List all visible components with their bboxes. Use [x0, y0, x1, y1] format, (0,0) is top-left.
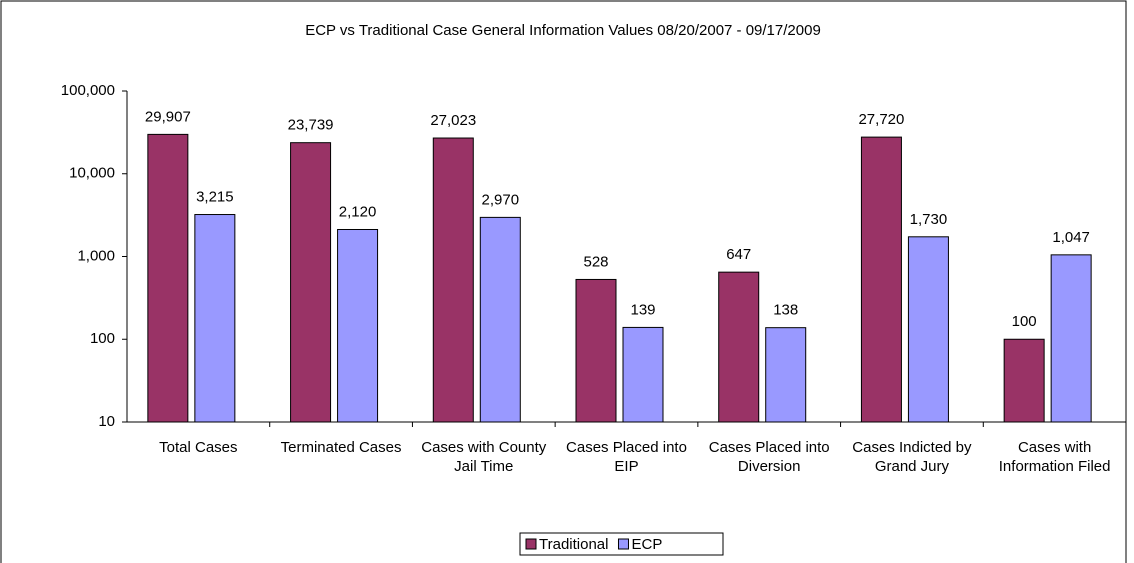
x-tick-label: Cases Placed into Diversion: [708, 439, 830, 475]
value-label: 1,047: [1052, 229, 1090, 246]
x-tick-label: Total Cases: [159, 439, 238, 456]
x-tick-label: Cases with County Jail Time: [421, 439, 547, 475]
legend-label: Traditional: [539, 536, 608, 553]
bar: [575, 278, 617, 423]
legend-label: ECP: [631, 536, 662, 553]
y-tick-label: 10,000: [69, 165, 115, 182]
value-label: 100: [1012, 313, 1037, 330]
value-label: 647: [726, 246, 751, 263]
bar: [290, 142, 332, 423]
chart-title: ECP vs Traditional Case General Informat…: [305, 22, 821, 39]
value-label: 528: [583, 253, 608, 270]
y-tick-label: 100: [90, 330, 115, 347]
bar: [765, 327, 807, 423]
bar: [432, 137, 474, 423]
bar: [194, 214, 236, 423]
value-label: 139: [630, 301, 655, 318]
bar: [622, 326, 664, 423]
x-tick-label: Cases Indicted by Grand Jury: [852, 439, 972, 475]
legend-swatch: [525, 538, 537, 550]
value-label: 2,120: [339, 203, 377, 220]
value-label: 138: [773, 302, 798, 319]
x-tick-label: Terminated Cases: [280, 439, 402, 456]
value-label: 3,215: [196, 188, 234, 205]
value-label: 29,907: [145, 108, 191, 125]
value-label: 27,023: [430, 112, 476, 129]
bar: [147, 133, 189, 423]
bar: [860, 136, 902, 423]
legend-swatch: [617, 538, 629, 550]
x-tick-label: Cases with Information Filed: [998, 439, 1111, 475]
value-label: 2,970: [482, 191, 520, 208]
bar: [907, 236, 949, 423]
bar: [337, 228, 379, 423]
bar: [718, 271, 760, 423]
y-tick-label: 100,000: [61, 82, 115, 99]
y-tick-label: 10: [98, 413, 115, 430]
value-label: 23,739: [288, 117, 334, 134]
value-label: 1,730: [910, 211, 948, 228]
value-label: 27,720: [858, 111, 904, 128]
bar: [1003, 338, 1045, 423]
bar: [479, 216, 521, 423]
bar: [1050, 254, 1092, 423]
x-tick-label: Cases Placed into EIP: [566, 439, 687, 475]
y-tick-label: 1,000: [77, 247, 115, 264]
